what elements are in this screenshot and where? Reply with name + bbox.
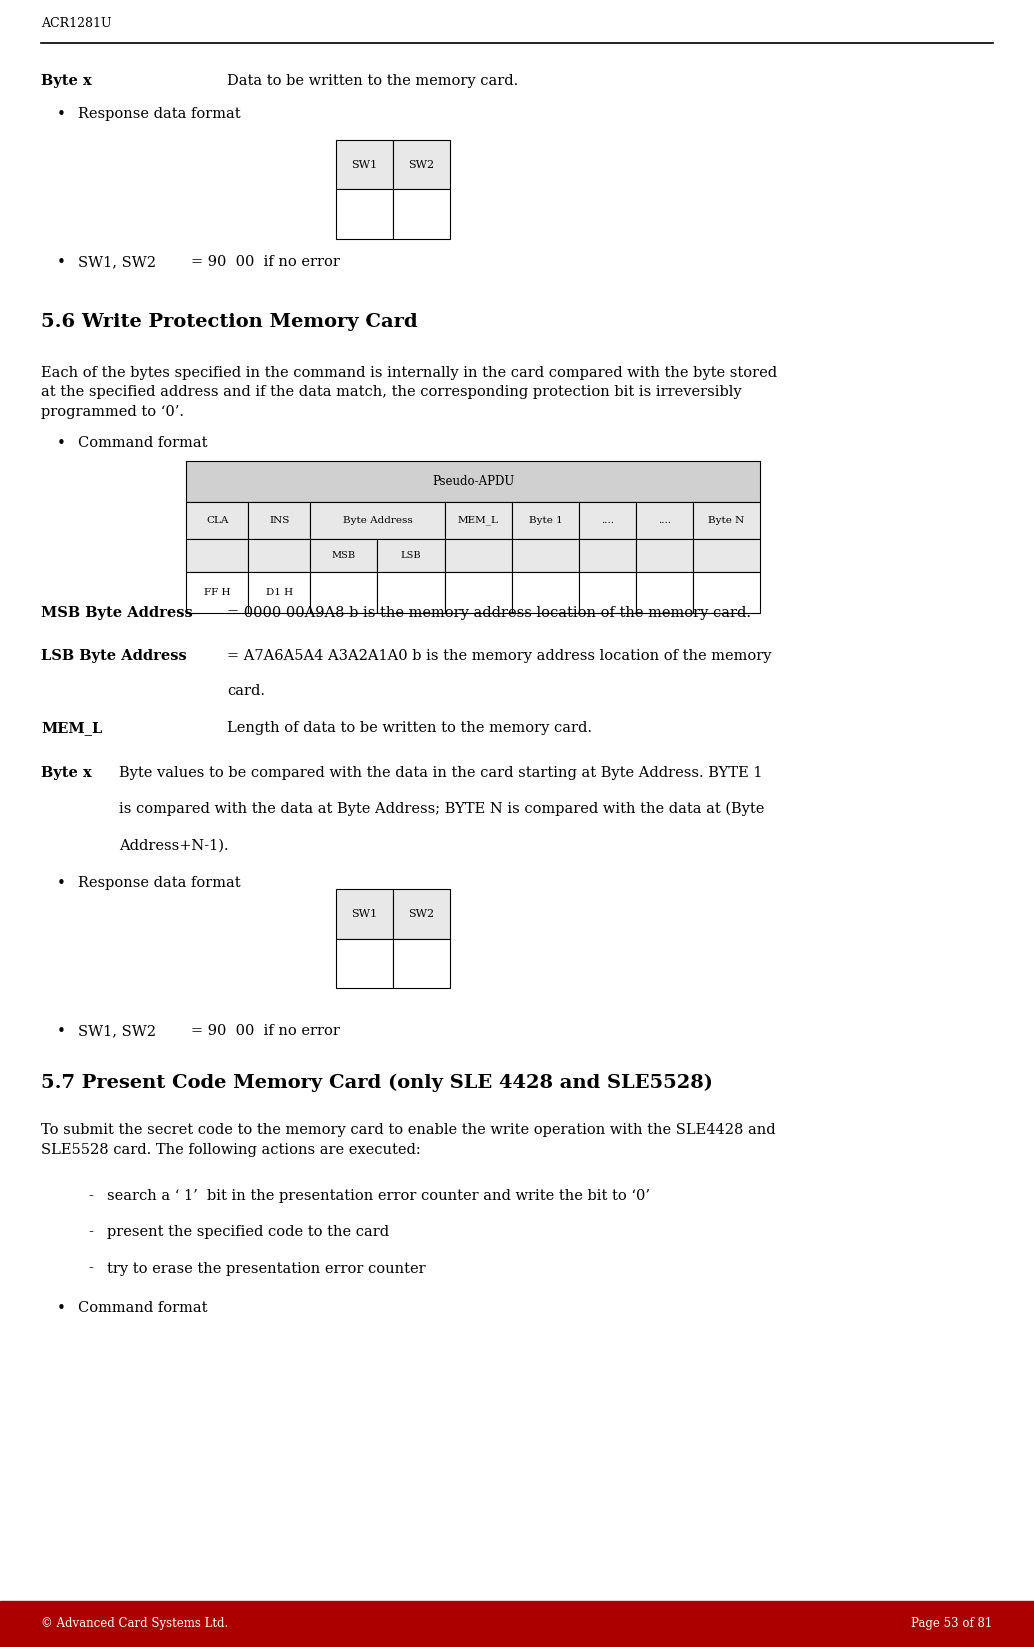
Text: card.: card. bbox=[227, 684, 266, 698]
Text: = A7A6A5A4 A3A2A1A0 b is the memory address location of the memory: = A7A6A5A4 A3A2A1A0 b is the memory addr… bbox=[227, 649, 772, 664]
Text: •: • bbox=[57, 1301, 66, 1316]
Bar bbox=[579, 502, 636, 539]
Text: Byte x: Byte x bbox=[41, 74, 92, 89]
Text: = 90  00  if no error: = 90 00 if no error bbox=[191, 255, 340, 270]
Text: SW1: SW1 bbox=[352, 160, 377, 170]
Text: LSB Byte Address: LSB Byte Address bbox=[41, 649, 187, 664]
Text: LSB: LSB bbox=[401, 550, 421, 560]
Text: = 90  00  if no error: = 90 00 if no error bbox=[191, 1024, 340, 1039]
Text: Address+N-1).: Address+N-1). bbox=[119, 838, 229, 853]
Bar bbox=[579, 539, 636, 572]
Bar bbox=[248, 572, 310, 613]
Bar bbox=[512, 539, 579, 572]
Bar bbox=[693, 572, 760, 613]
Text: -: - bbox=[88, 1189, 93, 1204]
Text: SW1: SW1 bbox=[352, 909, 377, 919]
Text: -: - bbox=[88, 1262, 93, 1276]
Text: © Advanced Card Systems Ltd.: © Advanced Card Systems Ltd. bbox=[41, 1617, 229, 1631]
Bar bbox=[336, 189, 393, 239]
Text: SW1, SW2: SW1, SW2 bbox=[78, 1024, 155, 1039]
Text: SW2: SW2 bbox=[408, 160, 434, 170]
Text: search a ‘ 1’  bit in the presentation error counter and write the bit to ‘0’: search a ‘ 1’ bit in the presentation er… bbox=[107, 1189, 649, 1204]
Text: 5.7 Present Code Memory Card (only SLE 4428 and SLE5528): 5.7 Present Code Memory Card (only SLE 4… bbox=[41, 1074, 713, 1092]
Bar bbox=[636, 539, 693, 572]
Text: FF H: FF H bbox=[204, 588, 231, 596]
Text: ACR1281U: ACR1281U bbox=[41, 16, 112, 30]
Text: Byte Address: Byte Address bbox=[342, 516, 413, 525]
Text: = 0000 00A9A8 b is the memory address location of the memory card.: = 0000 00A9A8 b is the memory address lo… bbox=[227, 606, 752, 621]
Text: -: - bbox=[88, 1225, 93, 1240]
Bar bbox=[445, 572, 512, 613]
Text: MEM_L: MEM_L bbox=[41, 721, 102, 736]
Text: Each of the bytes specified in the command is internally in the card compared wi: Each of the bytes specified in the comma… bbox=[41, 366, 778, 418]
Text: •: • bbox=[57, 107, 66, 122]
Bar bbox=[186, 461, 760, 502]
Bar bbox=[310, 572, 377, 613]
Bar bbox=[393, 140, 450, 189]
Bar bbox=[636, 572, 693, 613]
Text: Byte N: Byte N bbox=[708, 516, 744, 525]
Text: Command format: Command format bbox=[78, 436, 207, 451]
Bar bbox=[186, 539, 248, 572]
Bar bbox=[336, 939, 393, 988]
Text: present the specified code to the card: present the specified code to the card bbox=[107, 1225, 389, 1240]
Text: Pseudo-APDU: Pseudo-APDU bbox=[432, 476, 514, 488]
Text: Byte 1: Byte 1 bbox=[528, 516, 562, 525]
Text: Page 53 of 81: Page 53 of 81 bbox=[911, 1617, 993, 1631]
Text: INS: INS bbox=[269, 516, 290, 525]
Bar bbox=[377, 572, 445, 613]
Bar bbox=[186, 502, 248, 539]
Text: MEM_L: MEM_L bbox=[458, 516, 498, 525]
Text: try to erase the presentation error counter: try to erase the presentation error coun… bbox=[107, 1262, 425, 1276]
Text: 5.6 Write Protection Memory Card: 5.6 Write Protection Memory Card bbox=[41, 313, 418, 331]
Bar bbox=[336, 889, 393, 939]
Text: Byte x: Byte x bbox=[41, 766, 92, 781]
Bar bbox=[336, 140, 393, 189]
Text: ....: .... bbox=[601, 516, 614, 525]
Bar bbox=[0, 1601, 1034, 1647]
Bar bbox=[636, 502, 693, 539]
Text: CLA: CLA bbox=[206, 516, 229, 525]
Bar bbox=[445, 539, 512, 572]
Text: is compared with the data at Byte Address; BYTE N is compared with the data at (: is compared with the data at Byte Addres… bbox=[119, 802, 764, 817]
Text: •: • bbox=[57, 255, 66, 270]
Text: Data to be written to the memory card.: Data to be written to the memory card. bbox=[227, 74, 519, 89]
Bar bbox=[310, 539, 377, 572]
Bar bbox=[248, 539, 310, 572]
Bar bbox=[310, 502, 445, 539]
Bar bbox=[512, 502, 579, 539]
Bar bbox=[393, 939, 450, 988]
Text: SW2: SW2 bbox=[408, 909, 434, 919]
Bar bbox=[393, 889, 450, 939]
Text: MSB: MSB bbox=[332, 550, 356, 560]
Bar bbox=[693, 539, 760, 572]
Bar bbox=[693, 502, 760, 539]
Text: •: • bbox=[57, 436, 66, 451]
Text: Length of data to be written to the memory card.: Length of data to be written to the memo… bbox=[227, 721, 592, 736]
Bar bbox=[579, 572, 636, 613]
Text: Response data format: Response data format bbox=[78, 107, 240, 122]
Bar bbox=[445, 502, 512, 539]
Text: To submit the secret code to the memory card to enable the write operation with : To submit the secret code to the memory … bbox=[41, 1123, 776, 1156]
Text: •: • bbox=[57, 876, 66, 891]
Bar bbox=[248, 502, 310, 539]
Text: SW1, SW2: SW1, SW2 bbox=[78, 255, 155, 270]
Text: •: • bbox=[57, 1024, 66, 1039]
Text: ....: .... bbox=[658, 516, 671, 525]
Bar bbox=[512, 572, 579, 613]
Text: MSB Byte Address: MSB Byte Address bbox=[41, 606, 193, 621]
Bar bbox=[377, 539, 445, 572]
Bar bbox=[186, 572, 248, 613]
Bar bbox=[393, 189, 450, 239]
Text: Command format: Command format bbox=[78, 1301, 207, 1316]
Text: Response data format: Response data format bbox=[78, 876, 240, 891]
Text: D1 H: D1 H bbox=[266, 588, 293, 596]
Text: Byte values to be compared with the data in the card starting at Byte Address. B: Byte values to be compared with the data… bbox=[119, 766, 762, 781]
